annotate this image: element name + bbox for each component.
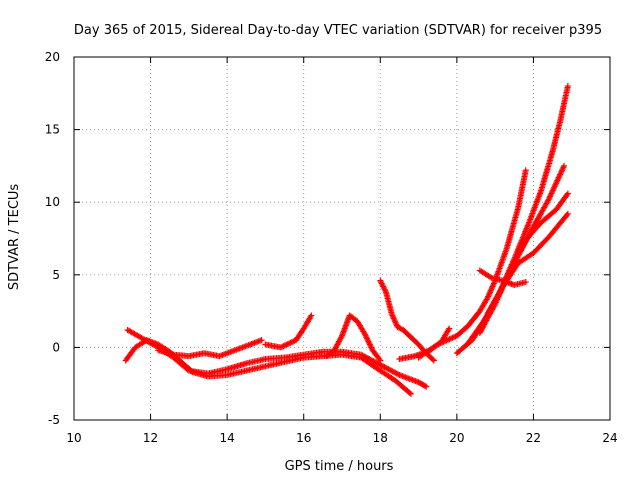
series-track-e: [323, 312, 384, 364]
series-track-k: [476, 190, 571, 336]
x-tick-label: 14: [220, 431, 235, 445]
series-trace: [416, 168, 529, 360]
series-trace: [477, 191, 570, 335]
x-tick-label: 16: [296, 431, 311, 445]
series-trace: [125, 327, 428, 389]
series-trace: [478, 268, 528, 288]
series-track-l: [484, 210, 571, 318]
series-trace: [263, 313, 314, 351]
series-track-b: [124, 326, 430, 390]
x-tick-label: 24: [602, 431, 617, 445]
x-tick-label: 18: [373, 431, 388, 445]
x-axis-label: GPS time / hours: [285, 459, 394, 474]
x-tick-label: 22: [526, 431, 541, 445]
y-tick-label: -5: [48, 413, 60, 427]
y-tick-label: 15: [45, 123, 60, 137]
y-tick-label: 10: [45, 195, 60, 209]
y-tick-label: 20: [45, 50, 60, 64]
y-axis-label: SDTVAR / TECUs: [7, 184, 22, 291]
series-track-i: [453, 162, 568, 357]
series-trace: [156, 337, 264, 359]
y-tick-label: 5: [52, 268, 60, 282]
grid-layer: [74, 57, 610, 420]
axis-layer: 10 12 14 16 18 20 22 24 -5 0 5 10 15 20: [45, 50, 618, 445]
chart-title: Day 365 of 2015, Sidereal Day-to-day VTE…: [74, 23, 602, 38]
plot-frame: [73, 56, 611, 421]
series-track-m: [476, 267, 529, 288]
series-track-h: [415, 167, 529, 361]
x-tick-label: 10: [66, 431, 81, 445]
data-layer: [122, 83, 571, 397]
y-tick-label: 0: [52, 340, 60, 354]
series-track-d: [262, 312, 315, 351]
series-trace: [485, 212, 570, 316]
series-track-c: [155, 337, 265, 360]
x-tick-label: 20: [449, 431, 464, 445]
x-tick-label: 12: [143, 431, 158, 445]
series-trace: [324, 313, 383, 363]
